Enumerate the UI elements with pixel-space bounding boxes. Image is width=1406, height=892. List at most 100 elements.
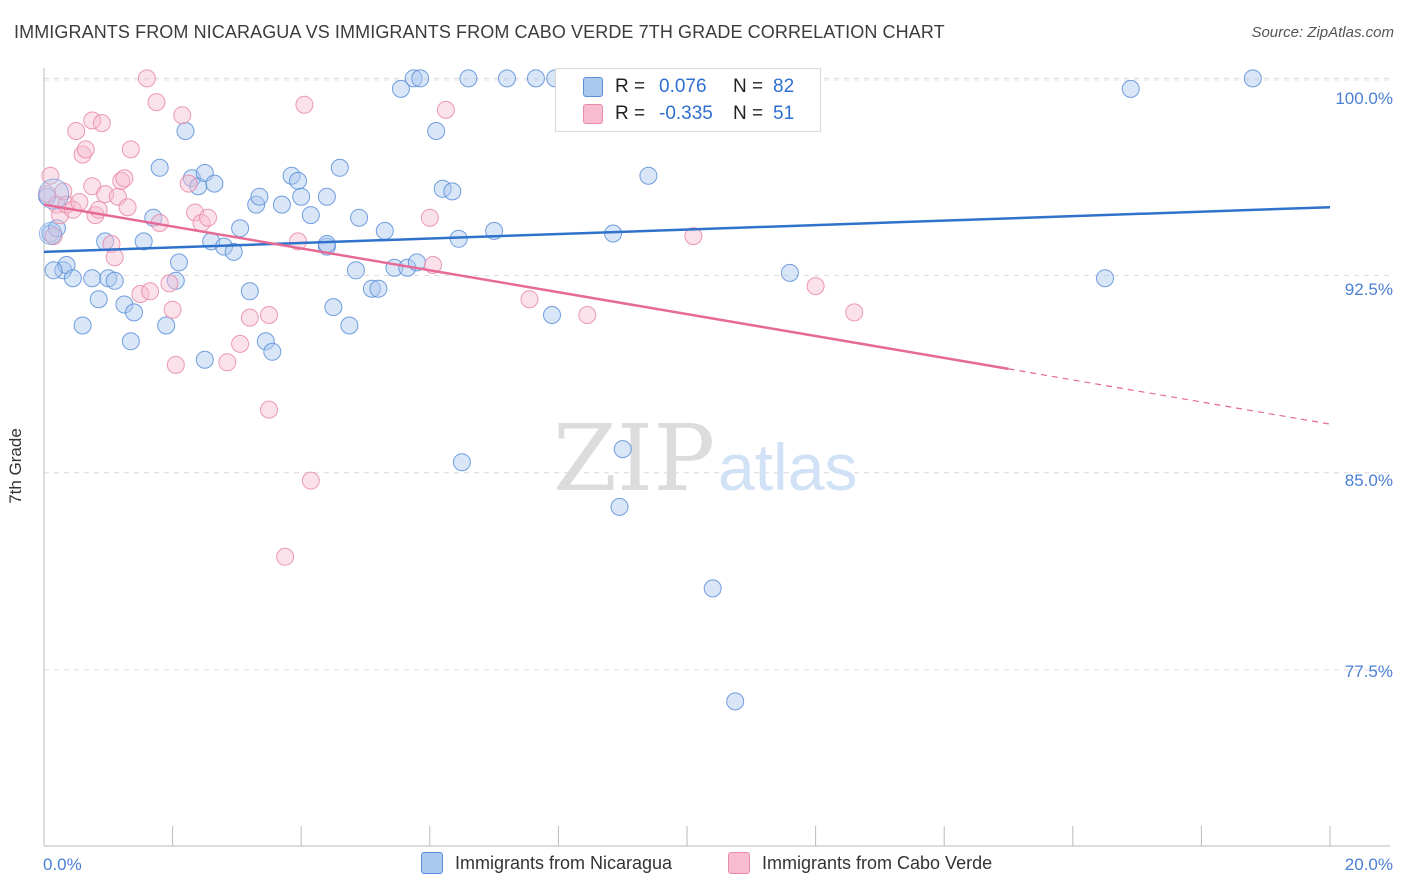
cabo-verde-trend-line xyxy=(43,203,1009,371)
cabo-verde-point xyxy=(147,93,166,112)
x-tick-label: 20.0% xyxy=(1345,855,1393,874)
cabo-verde-point xyxy=(166,355,185,374)
cabo-verde-point xyxy=(231,334,250,353)
x-tick-label: 0.0% xyxy=(43,855,82,874)
y-tick-label: 100.0% xyxy=(1335,89,1393,108)
nicaragua-point xyxy=(346,261,365,280)
cabo-verde-point xyxy=(301,471,320,490)
nicaragua-point-cluster xyxy=(38,221,62,245)
nicaragua-point xyxy=(350,208,369,227)
nicaragua-point xyxy=(726,692,745,711)
nicaragua-point xyxy=(263,342,282,361)
data-points xyxy=(38,69,1262,711)
nicaragua-point xyxy=(125,303,143,322)
legend-r-label: R = xyxy=(615,76,646,97)
y-tick-label: 85.0% xyxy=(1345,471,1393,490)
cabo-verde-point xyxy=(141,282,160,301)
cabo-verde-point xyxy=(295,95,314,114)
trend-lines xyxy=(43,203,1331,425)
nicaragua-point xyxy=(195,350,214,369)
cabo-verde-point xyxy=(520,290,539,309)
cabo-verde-point xyxy=(41,166,60,185)
tick-labels: 100.0% 92.5% 85.0% 77.5% 0.0% 20.0% xyxy=(43,89,1393,874)
nicaragua-point xyxy=(543,306,561,324)
legend-row-cabo-verde: R = -0.335 N = 51 xyxy=(556,101,794,127)
legend-swatch-pink xyxy=(583,104,603,124)
watermark-zip: ZIP xyxy=(553,405,715,512)
nicaragua-point xyxy=(54,261,73,280)
correlation-legend: R = 0.076 N = 82 R = -0.335 N = 51 xyxy=(555,68,821,132)
cabo-verde-point xyxy=(218,353,237,372)
cabo-verde-point xyxy=(173,106,192,125)
nicaragua-point xyxy=(150,158,169,177)
nicaragua-point xyxy=(240,282,259,301)
nicaragua-point xyxy=(703,579,722,598)
nicaragua-point xyxy=(272,195,291,214)
nicaragua-point xyxy=(610,497,629,516)
cabo-verde-trend-extension xyxy=(1008,368,1331,425)
cabo-verde-point xyxy=(578,306,597,324)
series-legend-item-nicaragua[interactable]: Immigrants from Nicaragua xyxy=(421,852,672,874)
legend-r-label: R = xyxy=(615,103,646,124)
nicaragua-point xyxy=(369,279,388,298)
nicaragua-point xyxy=(250,187,269,206)
cabo-verde-point xyxy=(436,100,455,119)
legend-n-label: N = xyxy=(733,103,764,124)
series-swatch-pink xyxy=(728,852,750,874)
nicaragua-point xyxy=(1243,69,1262,88)
nicaragua-point xyxy=(157,316,176,335)
nicaragua-point xyxy=(526,69,545,88)
nicaragua-point xyxy=(89,290,108,309)
nicaragua-point xyxy=(443,182,462,201)
nicaragua-point xyxy=(330,158,349,177)
nicaragua-point xyxy=(134,232,153,251)
nicaragua-point xyxy=(639,166,658,185)
nicaragua-point xyxy=(324,298,343,317)
cabo-verde-point xyxy=(137,69,156,88)
series-legend-label: Immigrants from Nicaragua xyxy=(455,852,673,873)
source-credit: Source: ZipAtlas.com xyxy=(1251,24,1394,41)
nicaragua-point xyxy=(205,174,224,193)
cabo-verde-point xyxy=(121,140,140,159)
axes xyxy=(43,68,1390,847)
chart-title: IMMIGRANTS FROM NICARAGUA VS IMMIGRANTS … xyxy=(14,22,945,42)
cabo-verde-point xyxy=(105,248,124,267)
nicaragua-point xyxy=(170,253,188,272)
cabo-verde-point xyxy=(44,227,63,246)
nicaragua-point xyxy=(317,235,336,253)
nicaragua-point xyxy=(176,122,195,140)
y-tick-label: 77.5% xyxy=(1345,662,1393,681)
cabo-verde-point xyxy=(199,208,217,227)
cabo-verde-point xyxy=(112,171,131,190)
legend-n-value: 82 xyxy=(773,76,795,97)
nicaragua-point xyxy=(83,269,102,288)
nicaragua-trend-line xyxy=(43,205,1331,254)
nicaragua-point xyxy=(44,261,63,280)
legend-r-value: 0.076 xyxy=(659,76,707,97)
legend-n-value: 51 xyxy=(773,103,795,124)
nicaragua-point xyxy=(1096,269,1114,288)
series-legend-label: Immigrants from Cabo Verde xyxy=(762,852,993,873)
nicaragua-point-cluster xyxy=(38,178,70,210)
y-tick-label: 92.5% xyxy=(1345,280,1393,299)
cabo-verde-point xyxy=(276,547,295,566)
nicaragua-point xyxy=(292,187,311,206)
cabo-verde-point xyxy=(163,300,182,319)
series-legend-item-cabo-verde[interactable]: Immigrants from Cabo Verde xyxy=(728,852,992,874)
legend-swatch-blue xyxy=(583,77,603,97)
nicaragua-point xyxy=(301,206,320,225)
nicaragua-point xyxy=(224,242,243,261)
nicaragua-point xyxy=(613,440,632,459)
legend-r-value: -0.335 xyxy=(659,103,713,124)
cabo-verde-point xyxy=(160,274,179,293)
nicaragua-point xyxy=(375,221,394,240)
series-legend: Immigrants from Nicaragua Immigrants fro… xyxy=(0,852,1406,878)
nicaragua-point xyxy=(256,332,275,351)
nicaragua-point xyxy=(404,69,423,88)
cabo-verde-point xyxy=(806,277,825,296)
nicaragua-point xyxy=(780,263,799,282)
series-swatch-blue xyxy=(421,852,443,874)
nicaragua-point xyxy=(459,69,478,88)
cabo-verde-point xyxy=(260,306,278,324)
